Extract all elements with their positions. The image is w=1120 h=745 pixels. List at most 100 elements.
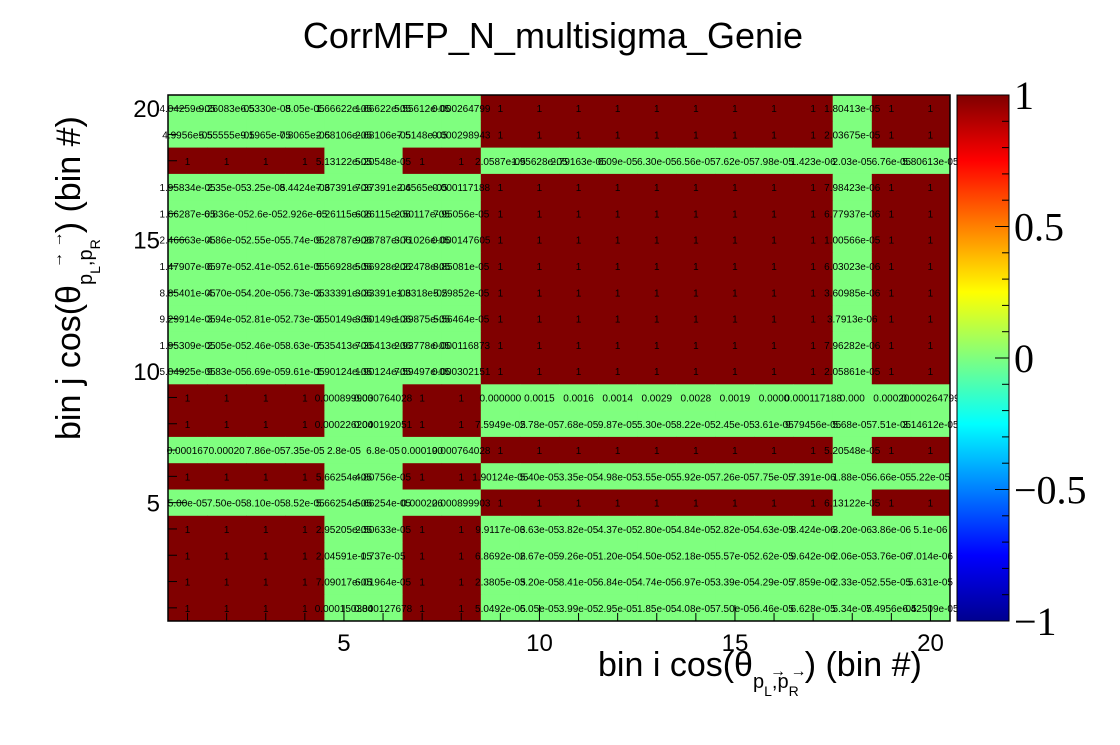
heatmap-cell-label: 6.73e-05 — [285, 288, 325, 299]
heatmap-cell-label: 1 — [576, 446, 582, 457]
heatmap-cell — [637, 515, 677, 543]
heatmap-cell-label: 0.000899903 — [432, 499, 491, 510]
heatmap-cell-label: 1 — [302, 393, 308, 404]
heatmap-cell — [676, 463, 716, 490]
heatmap-cell — [285, 542, 325, 569]
heatmap-cell-label: 7.35e-05 — [285, 446, 325, 457]
heatmap-cell-label: 1 — [263, 420, 269, 431]
heatmap-cell-label: 7.86e-05 — [246, 446, 286, 457]
heatmap-cell — [207, 384, 247, 411]
heatmap-cell-label: 5.20548e-05 — [824, 446, 881, 457]
heatmap-cell-label: 3.20e-05 — [520, 578, 560, 589]
heatmap-cell — [363, 226, 403, 254]
heatmap-cell-label: 1 — [498, 130, 504, 141]
heatmap-cell — [246, 358, 286, 385]
heatmap-cell-label: 0.000000 — [479, 393, 521, 404]
plot-frame — [167, 94, 951, 622]
heatmap-cell — [637, 279, 677, 306]
heatmap-cell — [480, 436, 521, 464]
heatmap-cell-label: 6.66e-05 — [872, 472, 912, 483]
heatmap-cell — [559, 331, 599, 359]
heatmap-cell — [207, 463, 247, 490]
heatmap-cell-label: 2.82e-05 — [715, 525, 755, 536]
heatmap-cell — [832, 436, 873, 464]
heatmap-cell — [715, 226, 755, 254]
heatmap-cell — [559, 436, 599, 464]
heatmap-cell — [637, 542, 677, 569]
heatmap-cell-label: 1 — [224, 551, 230, 562]
heatmap-cell — [207, 331, 247, 359]
heatmap-cell-label: 1 — [537, 236, 543, 247]
heatmap-cell-label: 8.4424e-06 — [280, 183, 331, 194]
heatmap-cell — [871, 542, 912, 569]
heatmap-cell — [207, 226, 247, 254]
heatmap-cell — [715, 568, 755, 596]
heatmap-cell-label: 0.0029 — [641, 393, 672, 404]
heatmap-cell — [637, 226, 677, 254]
heatmap-cell-label: 1 — [693, 262, 699, 273]
heatmap-cell-label: 2.61e-05 — [285, 262, 325, 273]
heatmap-cell — [676, 226, 716, 254]
heatmap-cell — [832, 384, 873, 411]
heatmap-cell — [285, 121, 325, 148]
heatmap-cell-label: 1 — [185, 551, 191, 562]
heatmap-cell-label: 6.77937e-06 — [824, 209, 881, 220]
heatmap-cell — [715, 410, 755, 438]
heatmap-cell-label: 6.26115e-06 — [316, 209, 372, 220]
heatmap-cell — [363, 489, 403, 517]
heatmap-cell — [871, 226, 912, 254]
heatmap-cell-label: 5.20548e-05 — [355, 157, 412, 168]
heatmap-cell — [793, 515, 834, 543]
heatmap-cell — [285, 147, 325, 175]
heatmap-cell-label: 0.000764028 — [432, 446, 491, 457]
heatmap-cell — [519, 410, 560, 438]
heatmap-cell-label: 0.0028 — [681, 393, 712, 404]
heatmap-cell-label: 3.39e-05 — [715, 578, 755, 589]
x-label-arrows: → → — [770, 663, 806, 680]
heatmap-cell-label: 2.80e-05 — [637, 525, 677, 536]
heatmap-cell — [559, 410, 599, 438]
heatmap-cell — [480, 121, 521, 148]
heatmap-cell — [715, 489, 755, 517]
heatmap-cell — [871, 568, 912, 596]
heatmap-cell-label: 3.33391e-06 — [316, 288, 373, 299]
heatmap-cell — [363, 358, 403, 385]
heatmap-cell-label: 4.20e-05 — [246, 288, 286, 299]
heatmap-cell — [871, 358, 912, 385]
heatmap-cell-label: 6.13122e-05 — [824, 499, 881, 510]
heatmap-cell-label: 0.000190 — [401, 446, 443, 457]
heatmap-cell-label: 1 — [615, 446, 621, 457]
heatmap-cell-label: 4.29e-05 — [754, 578, 794, 589]
heatmap-cell — [480, 515, 521, 543]
heatmap-cell-label: 5.55612e-05 — [394, 104, 451, 115]
heatmap-cell — [324, 252, 364, 280]
heatmap-cell-label: 1 — [185, 604, 191, 615]
heatmap-cell-label: 1.423e-06 — [791, 157, 836, 168]
heatmap-cell-label: 1 — [615, 288, 621, 299]
heatmap-cell-label: 2.79163e-05 — [550, 157, 607, 168]
z-tick-label: 1 — [1014, 73, 1034, 118]
heatmap-cell — [793, 121, 834, 148]
heatmap-cell — [285, 463, 325, 490]
heatmap-cell — [207, 305, 247, 333]
heatmap-cell — [793, 252, 834, 280]
heatmap-cell — [519, 489, 560, 517]
heatmap-cell-label: 1 — [732, 315, 738, 326]
heatmap-cell-label: 1.90124e-05 — [355, 367, 412, 378]
heatmap-cell — [285, 410, 325, 438]
heatmap-cell — [676, 331, 716, 359]
heatmap-cell-label: 1 — [771, 367, 777, 378]
heatmap-cell — [871, 252, 912, 280]
heatmap-cell — [598, 226, 638, 254]
heatmap-cell-label: 0.000167 — [167, 446, 209, 457]
heatmap-cell-label: 6.8e-05 — [366, 446, 400, 457]
heatmap-cell-label: 5.631e-05 — [908, 578, 953, 589]
heatmap-cell — [832, 147, 873, 175]
heatmap-cell-label: 9.642e-06 — [791, 551, 836, 562]
heatmap-cell-label: 6.30e-05 — [637, 157, 677, 168]
heatmap-cell-label: 3.7913e-06 — [827, 315, 878, 326]
heatmap-cell-label: 1 — [654, 183, 660, 194]
x-tick-label: 10 — [526, 630, 553, 657]
heatmap-cell-label: 1 — [732, 209, 738, 220]
x-label-subsub2: R — [789, 683, 799, 699]
